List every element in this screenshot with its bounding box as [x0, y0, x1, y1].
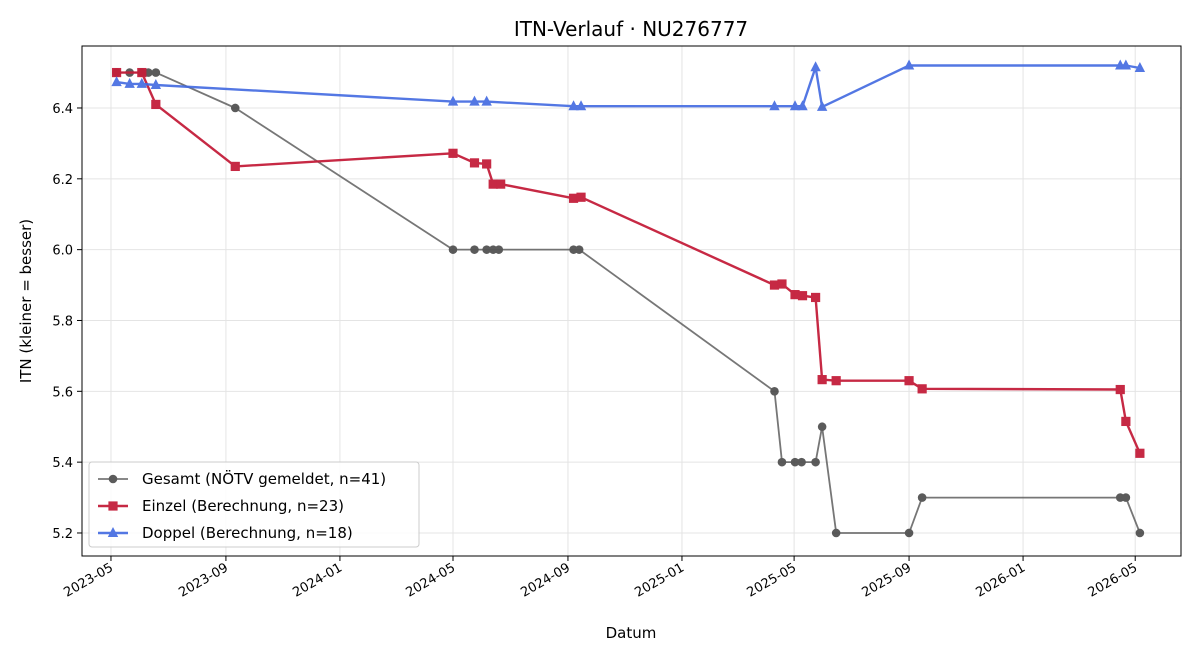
- data-point: [797, 291, 808, 301]
- legend-item: [98, 474, 128, 484]
- data-point: [797, 457, 806, 467]
- x-tick-label: 2024-09: [518, 560, 573, 600]
- x-tick-label: 2024-01: [290, 560, 345, 600]
- y-tick-label: 5.8: [52, 314, 73, 329]
- x-axis: 2023-05 2023-09 2024-01 2024-05 2024-09 2025-…: [61, 556, 1140, 601]
- data-point: [150, 78, 162, 89]
- data-point: [481, 95, 492, 106]
- data-point: [575, 100, 587, 111]
- data-point: [1134, 61, 1146, 72]
- plot-frame: [81, 45, 1182, 557]
- data-point: [482, 159, 492, 169]
- legend-item: [98, 527, 128, 537]
- data-point: [1120, 59, 1132, 70]
- data-point: [137, 67, 147, 78]
- series-layer: [111, 59, 1146, 538]
- data-point: [230, 161, 240, 172]
- x-tick-label: 2023-09: [176, 560, 231, 600]
- data-point: [111, 76, 122, 87]
- data-point: [124, 77, 135, 88]
- y-axis: 5.2 5.4 5.6 5.8 6.0 6.2 6.4: [52, 102, 82, 542]
- data-point: [790, 290, 800, 300]
- data-point: [469, 95, 480, 106]
- data-point: [494, 245, 504, 254]
- x-tick-label: 2025-05: [745, 560, 800, 600]
- legend-marker: [108, 474, 118, 484]
- y-tick-label: 5.2: [52, 527, 73, 542]
- y-tick-label: 6.4: [52, 102, 73, 117]
- data-point: [469, 158, 480, 168]
- data-point: [230, 103, 240, 113]
- data-point: [151, 68, 161, 77]
- data-point: [568, 100, 579, 111]
- legend-label: Gesamt (NÖTV gemeldet, n=41): [142, 469, 386, 488]
- data-point: [831, 376, 841, 386]
- data-point: [904, 376, 914, 386]
- data-point: [136, 77, 148, 88]
- y-tick-label: 6.0: [52, 244, 73, 259]
- data-point: [1121, 493, 1131, 502]
- x-axis-label: Datum: [606, 624, 657, 642]
- data-point: [448, 245, 458, 254]
- data-point: [111, 67, 122, 78]
- data-point: [789, 100, 801, 111]
- data-point: [770, 387, 779, 396]
- data-point: [917, 493, 927, 502]
- series-2: [111, 67, 1145, 458]
- data-point: [811, 457, 820, 467]
- x-tick-label: 2025-09: [860, 560, 915, 600]
- data-point: [1135, 448, 1145, 458]
- x-tick-label: 2024-05: [403, 560, 458, 600]
- chart-title: ITN-Verlauf · NU276777: [514, 17, 748, 41]
- data-point: [470, 245, 479, 254]
- data-point: [816, 100, 828, 111]
- data-point: [817, 422, 827, 432]
- data-point: [769, 100, 780, 111]
- data-point: [496, 179, 506, 189]
- data-point: [777, 457, 787, 467]
- data-point: [568, 193, 579, 203]
- y-tick-label: 5.6: [52, 385, 73, 400]
- data-point: [790, 457, 800, 467]
- x-tick-label: 2026-05: [1086, 560, 1141, 600]
- data-point: [574, 245, 584, 254]
- x-tick-label: 2025-01: [632, 560, 687, 600]
- data-point: [831, 528, 841, 538]
- data-point: [769, 280, 780, 290]
- series-line: [116, 64, 1141, 109]
- data-point: [576, 192, 586, 202]
- data-point: [917, 384, 927, 394]
- data-point: [810, 61, 821, 72]
- data-point: [1135, 528, 1145, 538]
- data-point: [777, 279, 787, 289]
- y-axis-label: ITN (kleiner = besser): [17, 219, 35, 383]
- data-point: [797, 100, 808, 111]
- data-point: [1121, 416, 1131, 427]
- legend-marker: [108, 501, 118, 511]
- data-point: [904, 528, 914, 538]
- y-tick-label: 6.2: [52, 173, 73, 188]
- data-point: [448, 148, 458, 158]
- legend-item: [98, 501, 128, 511]
- series-3: [111, 59, 1146, 111]
- data-point: [1115, 384, 1125, 395]
- data-point: [903, 59, 915, 70]
- legend-marker: [107, 527, 119, 537]
- y-tick-label: 5.4: [52, 456, 73, 471]
- legend-box: [88, 461, 420, 548]
- data-point: [482, 245, 491, 254]
- x-tick-label: 2026-01: [974, 560, 1029, 600]
- data-point: [817, 375, 827, 385]
- legend-label: Einzel (Berechnung, n=23): [142, 497, 344, 515]
- data-point: [151, 99, 161, 110]
- data-point: [447, 95, 459, 106]
- data-point: [488, 179, 498, 189]
- legend-label: Doppel (Berechnung, n=18): [142, 524, 353, 542]
- data-point: [811, 292, 821, 303]
- x-tick-label: 2023-05: [61, 560, 116, 600]
- legend: Gesamt (NÖTV gemeldet, n=41) Einzel (Bere…: [88, 461, 420, 548]
